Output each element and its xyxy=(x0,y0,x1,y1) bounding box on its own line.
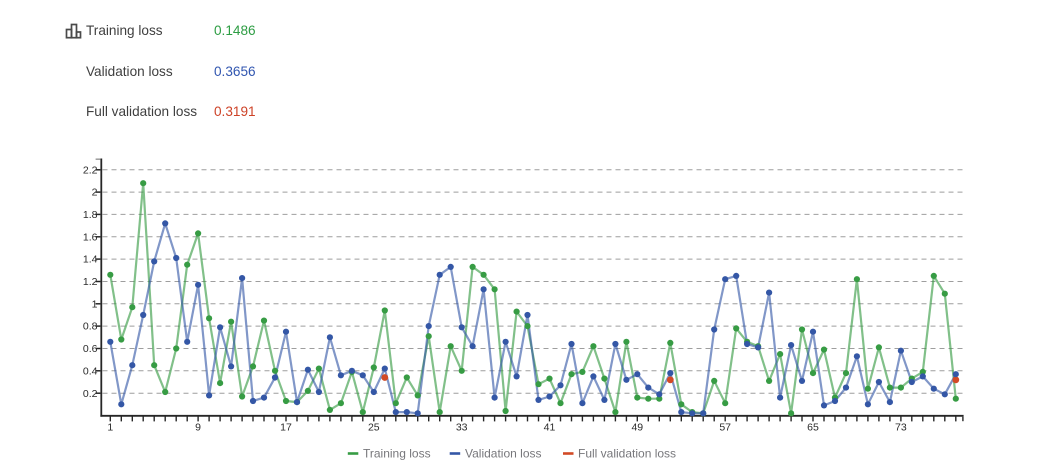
svg-text:33: 33 xyxy=(456,422,468,434)
svg-text:49: 49 xyxy=(631,422,643,434)
svg-text:2.2: 2.2 xyxy=(83,164,98,176)
svg-text:0.4: 0.4 xyxy=(83,365,98,377)
svg-text:0.8: 0.8 xyxy=(83,321,98,333)
svg-text:57: 57 xyxy=(719,422,731,434)
svg-text:0.6: 0.6 xyxy=(83,343,98,355)
svg-text:9: 9 xyxy=(195,422,201,434)
svg-text:1: 1 xyxy=(107,422,113,434)
svg-text:25: 25 xyxy=(368,422,380,434)
svg-text:Validation loss: Validation loss xyxy=(465,447,542,461)
svg-text:1.4: 1.4 xyxy=(83,254,98,266)
svg-text:Training loss: Training loss xyxy=(363,447,431,461)
svg-text:1.6: 1.6 xyxy=(83,231,98,243)
svg-text:1: 1 xyxy=(92,298,98,310)
svg-text:73: 73 xyxy=(895,422,907,434)
svg-text:41: 41 xyxy=(544,422,556,434)
svg-text:1.2: 1.2 xyxy=(83,276,98,288)
svg-text:65: 65 xyxy=(807,422,819,434)
svg-text:Full validation loss: Full validation loss xyxy=(578,447,676,461)
svg-text:1.8: 1.8 xyxy=(83,209,98,221)
svg-text:0.2: 0.2 xyxy=(83,388,98,400)
svg-text:17: 17 xyxy=(280,422,292,434)
svg-text:2: 2 xyxy=(92,187,98,199)
